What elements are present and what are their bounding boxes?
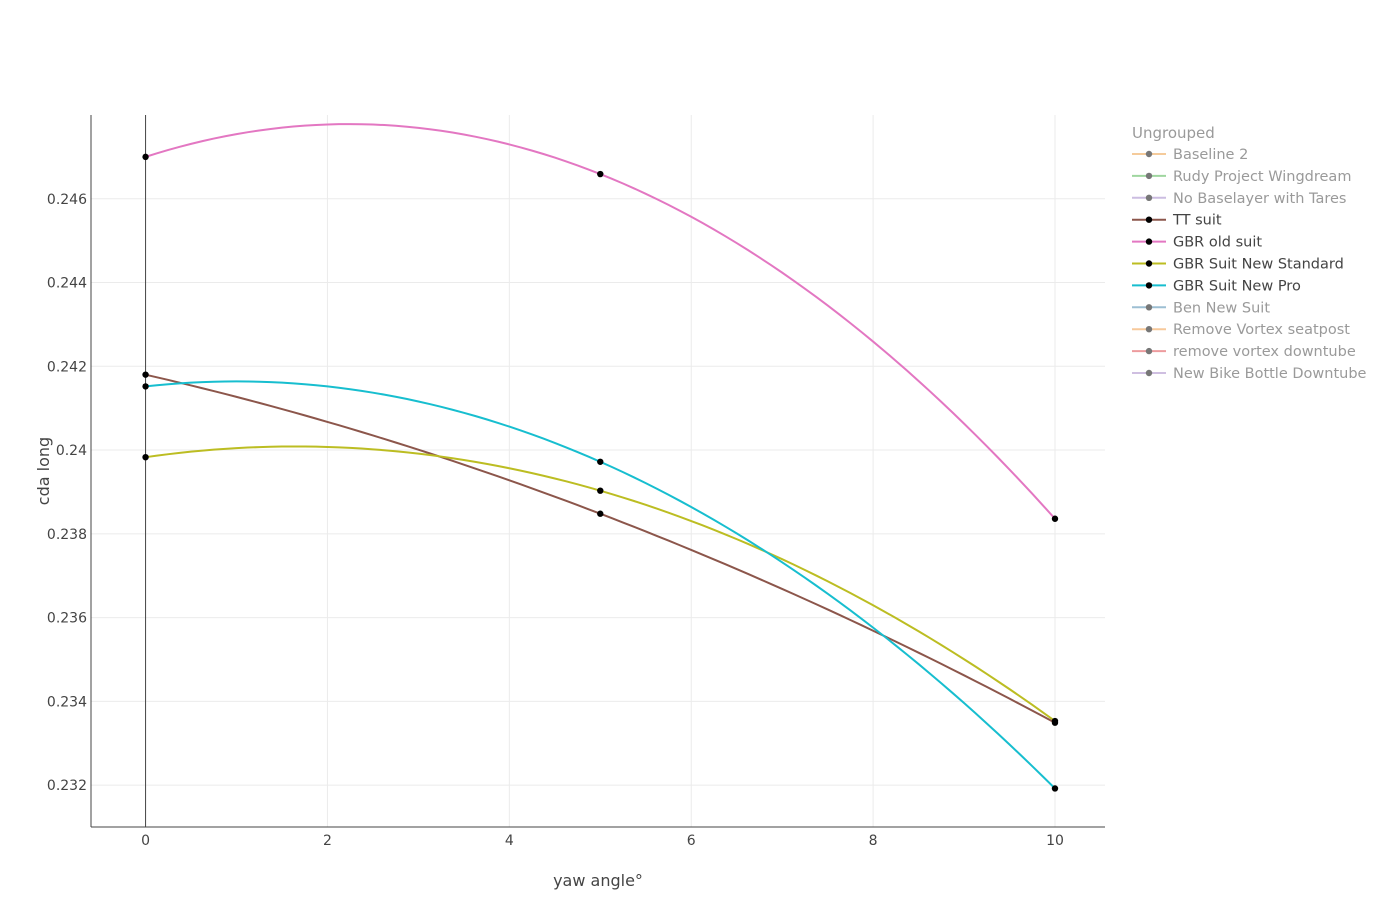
data-point-tt-suit[interactable]	[597, 510, 604, 517]
grid-layer	[91, 115, 1105, 827]
legend-label: No Baselayer with Tares	[1173, 191, 1346, 207]
x-axis-title: yaw angle°	[553, 871, 643, 890]
data-point-gbr-old-suit[interactable]	[597, 170, 604, 178]
legend-label: TT suit	[1172, 213, 1222, 229]
legend-item[interactable]: New Bike Bottle Downtube	[1132, 366, 1367, 382]
y-tick-label: 0.242	[47, 359, 87, 375]
legend-swatch-marker	[1145, 150, 1153, 158]
data-point-gbr-suit-new-standard[interactable]	[142, 453, 149, 461]
x-tick-labels: 0 2 4 6 8 10	[141, 833, 1064, 849]
legend-swatch-marker	[1145, 260, 1153, 267]
data-point-gbr-old-suit[interactable]	[142, 153, 149, 161]
legend-label: Rudy Project Wingdream	[1173, 169, 1351, 185]
axis-layer	[90, 115, 1105, 828]
point-layer	[142, 153, 1059, 792]
legend-label: remove vortex downtube	[1173, 344, 1356, 360]
legend-label: GBR Suit New Standard	[1173, 257, 1344, 273]
series-layer	[145, 123, 1056, 790]
legend-label: Remove Vortex seatpost	[1173, 322, 1350, 338]
legend-items: Baseline 2 Rudy Project Wingdream No Basel…	[1132, 147, 1367, 382]
data-point-gbr-suit-new-pro[interactable]	[597, 458, 604, 465]
x-tick-label: 6	[687, 833, 696, 849]
y-tick-label: 0.24	[56, 443, 87, 459]
y-tick-labels: 0.232 0.234 0.236 0.238 0.24 0.242 0.244 0.246	[47, 192, 87, 794]
y-axis-title: cda long	[34, 437, 53, 505]
legend-swatch-marker	[1145, 194, 1153, 201]
legend-title: Ungrouped	[1132, 124, 1215, 142]
legend-item[interactable]: GBR Suit New Standard	[1132, 257, 1344, 273]
series-line-tt-suit[interactable]	[145, 373, 1056, 724]
y-tick-label: 0.234	[47, 694, 87, 710]
legend-item[interactable]: Rudy Project Wingdream	[1132, 169, 1351, 185]
x-tick-label: 8	[869, 833, 878, 849]
legend-swatch-marker	[1145, 216, 1153, 223]
legend-item[interactable]: Ben New Suit	[1132, 300, 1270, 316]
legend-label: Baseline 2	[1173, 147, 1248, 163]
legend-item[interactable]: GBR old suit	[1132, 235, 1262, 251]
legend-swatch-marker	[1145, 304, 1153, 311]
x-tick-label: 0	[141, 833, 150, 849]
legend-swatch-marker	[1145, 369, 1153, 377]
legend-swatch-marker	[1145, 282, 1153, 289]
data-point-gbr-suit-new-pro[interactable]	[142, 383, 149, 390]
data-point-tt-suit[interactable]	[142, 371, 149, 378]
y-tick-label: 0.238	[47, 527, 87, 543]
legend-item[interactable]: TT suit	[1132, 213, 1222, 229]
legend-item[interactable]: Remove Vortex seatpost	[1132, 322, 1350, 338]
x-tick-label: 10	[1046, 833, 1064, 849]
data-point-gbr-suit-new-pro[interactable]	[1051, 785, 1059, 792]
legend-item[interactable]: GBR Suit New Pro	[1132, 278, 1301, 294]
x-tick-label: 4	[505, 833, 514, 849]
y-tick-label: 0.236	[47, 611, 87, 627]
data-point-gbr-suit-new-standard[interactable]	[1051, 717, 1059, 725]
series-line-gbr-suit-new-pro[interactable]	[145, 380, 1056, 790]
data-point-gbr-suit-new-standard[interactable]	[597, 487, 604, 494]
legend-swatch-marker	[1145, 326, 1153, 333]
legend-swatch-marker	[1145, 238, 1153, 245]
legend-swatch-marker	[1145, 172, 1153, 180]
legend-label: GBR old suit	[1173, 235, 1262, 251]
legend-label: GBR Suit New Pro	[1173, 278, 1301, 294]
legend-label: Ben New Suit	[1173, 300, 1270, 316]
x-tick-label: 2	[323, 833, 332, 849]
legend-label: New Bike Bottle Downtube	[1173, 366, 1367, 382]
y-tick-label: 0.232	[47, 778, 87, 794]
legend-item[interactable]: remove vortex downtube	[1132, 344, 1356, 360]
legend-item[interactable]: Baseline 2	[1132, 147, 1248, 163]
legend-swatch-marker	[1145, 347, 1153, 355]
data-point-gbr-old-suit[interactable]	[1051, 515, 1059, 522]
legend[interactable]: Ungrouped Baseline 2 Rudy Project Wingdre…	[1132, 124, 1367, 382]
y-tick-label: 0.244	[47, 276, 87, 292]
y-tick-label: 0.246	[47, 192, 87, 208]
legend-item[interactable]: No Baselayer with Tares	[1132, 191, 1346, 207]
